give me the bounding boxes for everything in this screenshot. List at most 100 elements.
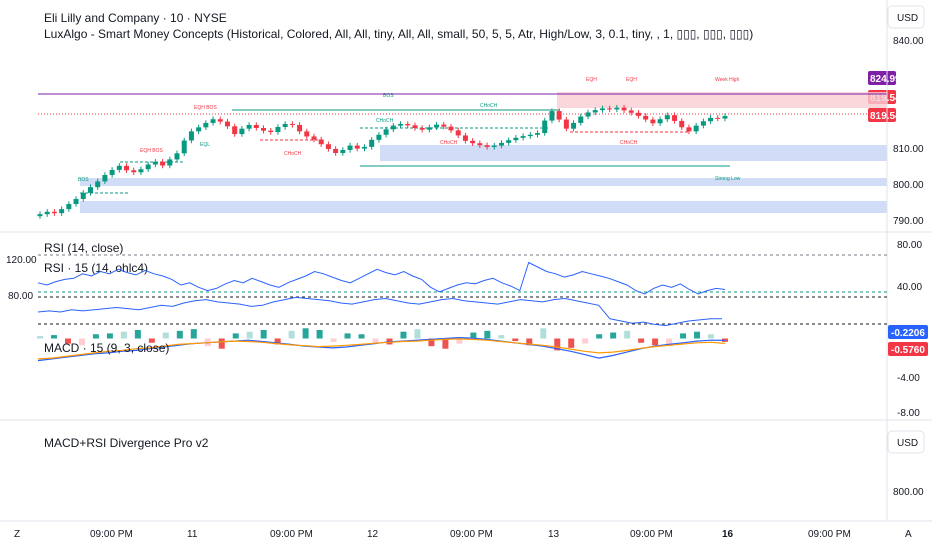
candle-body [491, 145, 497, 147]
candle-body [131, 170, 137, 173]
macd-histogram-bar [526, 338, 533, 346]
macd-badge-signal-text: -0.5760 [891, 345, 925, 356]
macd-histogram-bar [148, 338, 155, 343]
candle-body [369, 139, 375, 147]
macd-histogram-bar [708, 334, 715, 339]
time-label-6: 09:00 PM [630, 529, 673, 540]
candle-body [354, 145, 360, 149]
macd-histogram-bar [540, 328, 547, 339]
macd-histogram-bar [190, 329, 197, 339]
price-badge-week-high-bg [868, 71, 896, 85]
candle-body [643, 115, 649, 120]
candle-body [174, 153, 180, 160]
macd-histogram-bar [78, 338, 85, 346]
macd-histogram-bar [666, 338, 673, 347]
divergence-label: MACD+RSI Divergence Pro v2 [44, 436, 209, 450]
candle-body [297, 124, 303, 132]
candle-body [361, 146, 367, 149]
candle-body [160, 161, 166, 166]
candle-body [145, 164, 151, 170]
candle-body [470, 140, 476, 144]
candle-body [434, 124, 440, 128]
candle-body [412, 125, 418, 128]
premium-zone [557, 92, 887, 108]
demand-zone-upper [380, 145, 887, 161]
candle-body [556, 111, 562, 120]
macd-badge-macd-bg [888, 325, 928, 339]
demand-zone-mid [80, 178, 887, 186]
candle-body [59, 209, 65, 214]
currency-button[interactable] [887, 5, 925, 29]
currency-label: USD [897, 13, 918, 24]
candle-body [37, 214, 43, 217]
candle-body [542, 120, 548, 134]
candle-body [405, 123, 411, 126]
candle-body [167, 159, 173, 166]
candle-body [455, 130, 461, 136]
macd-histogram-bar [134, 330, 141, 339]
candle-body [571, 122, 577, 129]
candle-body [498, 142, 504, 146]
candle-body [383, 129, 389, 135]
candle-body [340, 149, 346, 154]
time-label-2: 09:00 PM [270, 529, 313, 540]
candle-body [261, 128, 267, 131]
candle-body [311, 136, 317, 140]
candle-body [246, 124, 252, 129]
macd-histogram-bar [162, 332, 169, 339]
macd-histogram-bar [246, 331, 253, 339]
candle-body [232, 126, 238, 135]
macd-histogram-bar [428, 338, 435, 347]
candle-body [693, 125, 699, 132]
macd-histogram-bar [568, 338, 575, 348]
candle-body [621, 107, 627, 111]
macd-histogram-bar [596, 334, 603, 339]
macd-histogram-bar [512, 338, 519, 342]
candle-body [73, 198, 79, 205]
macd-histogram-bar [694, 331, 701, 339]
price-badge-last-text: 819.54 [870, 111, 901, 122]
candle-body [441, 124, 447, 127]
macd-tick-neg4: -4.00 [897, 373, 920, 384]
price-axis[interactable]: USD 840.00 810.00 800.00 790.00 [887, 5, 925, 227]
label-eql: EQL [200, 142, 210, 148]
macd-histogram-bar [176, 330, 183, 339]
time-axis[interactable]: Z 09:00 PM 11 09:00 PM 12 09:00 PM 13 09… [0, 520, 932, 540]
candle-body [347, 145, 353, 150]
price-tick-800: 800.00 [893, 180, 924, 191]
candle-body [578, 116, 584, 123]
label-choch-2: CHoCH [376, 118, 394, 124]
candle-body [607, 108, 613, 110]
auto-scale-icon[interactable]: A [905, 529, 912, 540]
label-eqh-1: EQH [586, 77, 597, 83]
macd-histogram-bar [288, 330, 295, 339]
candle-body [563, 119, 569, 129]
candle-body [210, 119, 216, 123]
divergence-currency-button[interactable] [887, 430, 925, 454]
macd-badge-signal: -0.5760 [888, 342, 928, 356]
label-week-high: Week High [715, 77, 740, 83]
candle-body [700, 121, 706, 126]
candle-body [275, 126, 281, 133]
candle-body [462, 135, 468, 141]
candle-body [549, 111, 555, 121]
label-bos-left: BOS [78, 177, 89, 183]
rsi-series-line [37, 296, 722, 327]
macd-histogram-bar [470, 332, 477, 339]
candle-body [203, 122, 209, 128]
label-strong-low: Strong Low [715, 176, 741, 182]
time-label-4: 09:00 PM [450, 529, 493, 540]
timezone-icon[interactable]: Z [14, 529, 20, 540]
macd-histogram-bar [680, 333, 687, 339]
label-bos-top: BOS [383, 93, 394, 99]
macd-histogram-bar [106, 333, 113, 339]
candle-body [318, 139, 324, 145]
candle-body [109, 169, 115, 175]
candle-body [635, 112, 641, 116]
candle-body [87, 187, 93, 193]
candle-body [152, 161, 158, 165]
macd-histogram-bar [624, 330, 631, 339]
candle-body [426, 127, 432, 130]
